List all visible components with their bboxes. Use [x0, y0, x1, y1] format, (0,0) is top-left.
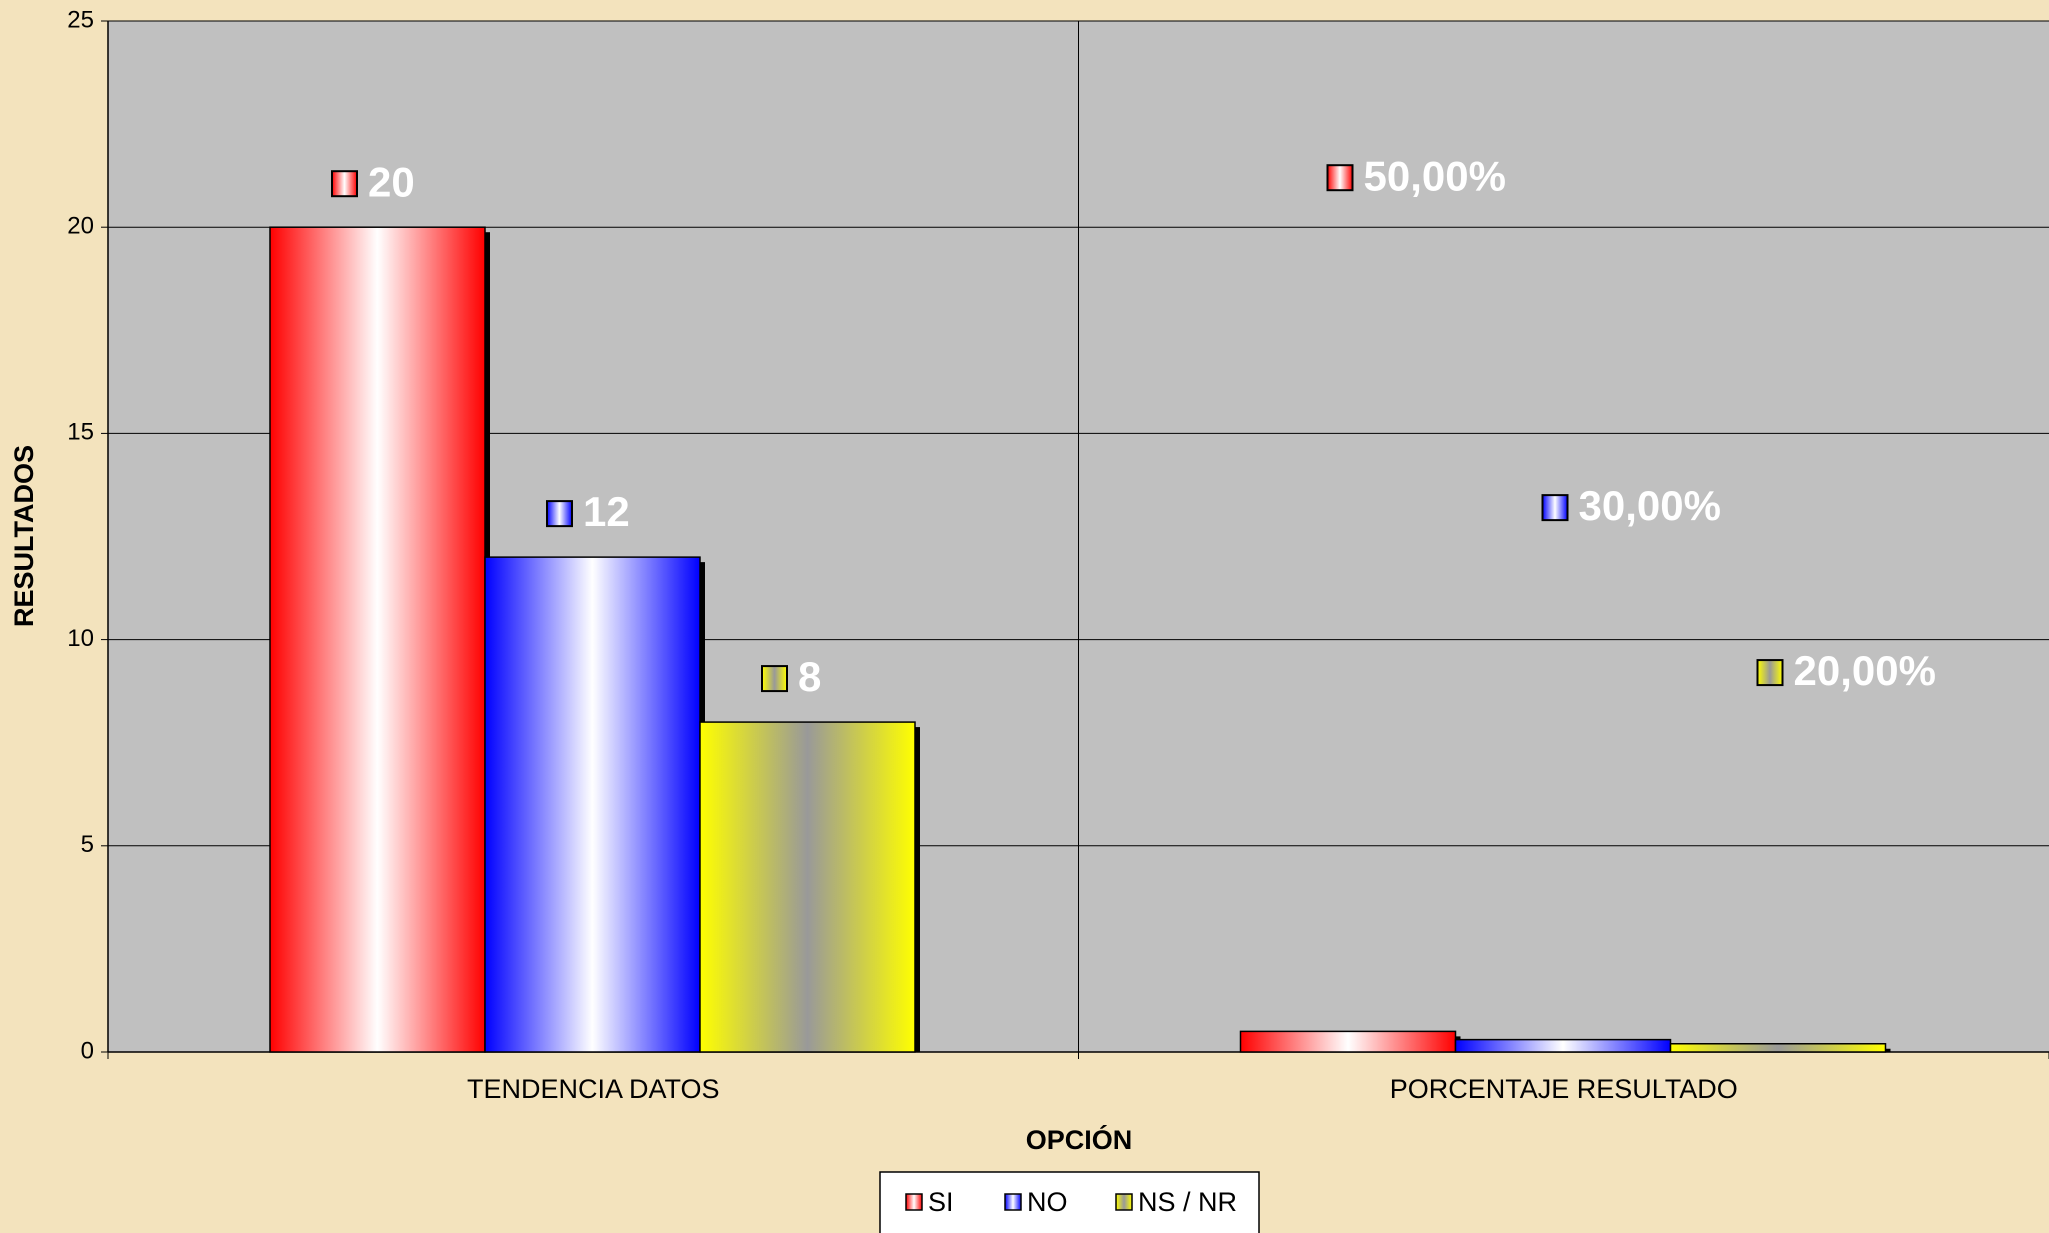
data-label: 20: [368, 158, 415, 205]
label-marker: [1756, 659, 1784, 687]
bar: [269, 226, 486, 1053]
label-marker: [1326, 164, 1354, 192]
legend-swatch: [1115, 1193, 1133, 1211]
bar: [699, 721, 916, 1053]
x-axis-title: OPCIÓN: [1026, 1124, 1133, 1155]
y-tick-label: 0: [81, 1037, 94, 1064]
x-tick-label: PORCENTAJE RESULTADO: [1390, 1074, 1738, 1104]
legend-label: NS / NR: [1138, 1187, 1237, 1217]
data-label: 8: [798, 653, 821, 700]
x-tick-label: TENDENCIA DATOS: [467, 1074, 720, 1104]
data-label: 50,00%: [1364, 152, 1506, 199]
y-tick-label: 15: [67, 419, 94, 446]
label-marker: [1541, 494, 1569, 522]
label-marker: [761, 665, 788, 693]
y-tick-label: 10: [67, 625, 94, 652]
data-label: 30,00%: [1579, 482, 1721, 529]
bar: [484, 556, 701, 1053]
y-tick-label: 25: [67, 6, 94, 33]
legend: [879, 1171, 1260, 1233]
legend-label: SI: [928, 1187, 954, 1217]
data-label: 20,00%: [1794, 647, 1936, 694]
legend-swatch: [905, 1193, 923, 1211]
bar: [1454, 1038, 1672, 1053]
data-label: 12: [583, 488, 630, 535]
y-axis-title: RESULTADOS: [9, 445, 39, 627]
legend-label: NO: [1027, 1187, 1068, 1217]
legend-swatch: [1004, 1193, 1022, 1211]
y-tick-label: 5: [81, 831, 94, 858]
bar: [1239, 1030, 1457, 1053]
label-marker: [546, 500, 573, 528]
bar: [1669, 1043, 1887, 1053]
label-marker: [331, 170, 358, 198]
y-tick-label: 20: [67, 213, 94, 240]
